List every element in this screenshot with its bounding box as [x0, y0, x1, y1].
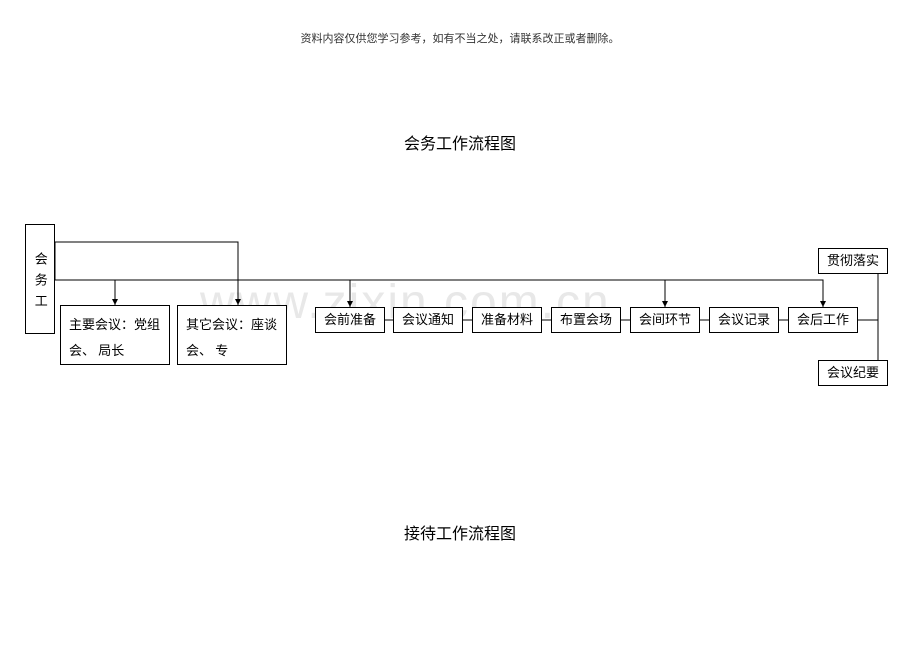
node-r1: 贯彻落实 [818, 248, 888, 274]
edge-3 [115, 280, 665, 307]
node-n7: 会间环节 [630, 307, 700, 333]
node-n4: 会议通知 [393, 307, 463, 333]
node-side: 会务工 [25, 224, 55, 334]
header-note: 资料内容仅供您学习参考，如有不当之处，请联系改正或者删除。 [0, 30, 920, 46]
edge-0 [55, 242, 238, 305]
node-n8: 会议记录 [709, 307, 779, 333]
node-r2: 会议纪要 [818, 360, 888, 386]
edge-2 [115, 280, 350, 307]
title-2: 接待工作流程图 [0, 520, 920, 544]
node-n5: 准备材料 [472, 307, 542, 333]
node-n1: 主要会议：党组会、 局长 [60, 305, 170, 365]
node-n9: 会后工作 [788, 307, 858, 333]
node-n2: 其它会议：座谈会、 专 [177, 305, 287, 365]
node-n6: 布置会场 [551, 307, 621, 333]
edge-1 [55, 242, 115, 305]
node-n3: 会前准备 [315, 307, 385, 333]
edge-4 [115, 280, 823, 307]
title-1: 会务工作流程图 [0, 130, 920, 154]
